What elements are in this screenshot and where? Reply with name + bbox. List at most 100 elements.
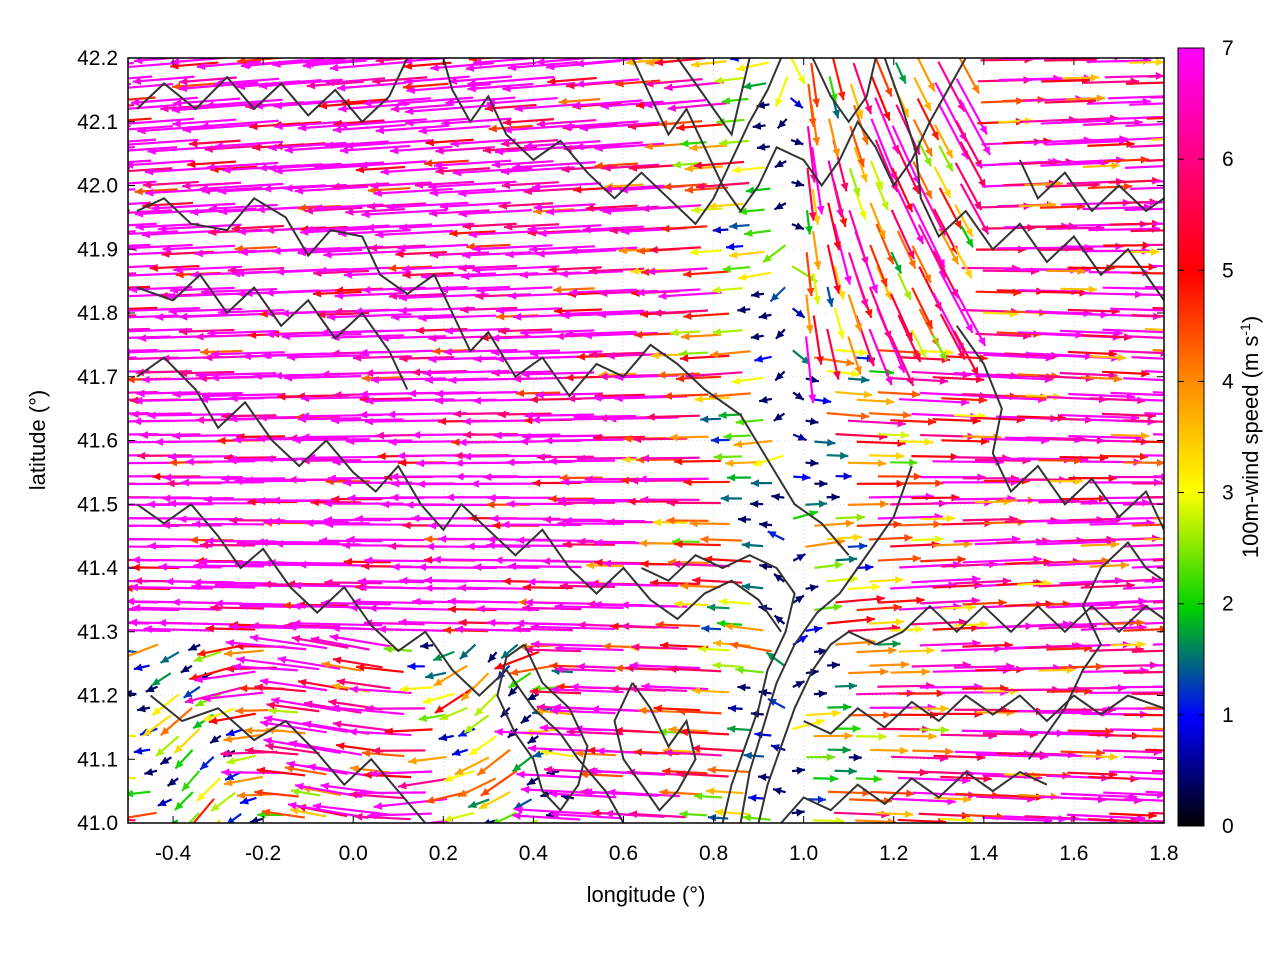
wind-arrow — [620, 601, 688, 609]
wind-arrow — [540, 748, 574, 758]
wind-arrow — [524, 645, 582, 654]
wind-arrow — [192, 798, 215, 823]
wind-arrow — [826, 369, 860, 378]
contour-line — [811, 58, 877, 124]
wind-arrow — [684, 185, 729, 194]
wind-arrow — [508, 672, 532, 689]
wind-arrow — [672, 160, 702, 169]
contour-line — [739, 465, 913, 823]
wind-arrow — [847, 500, 889, 509]
wind-arrow — [318, 101, 368, 110]
contour-line — [136, 58, 409, 124]
wind-arrow — [450, 138, 516, 148]
wind-arrow — [429, 188, 496, 197]
wind-arrow — [827, 745, 851, 754]
wind-arrow — [917, 140, 933, 167]
colorbar: 0 1 2 3 4 5 6 7 100m-wind speed (m s-1) — [1177, 37, 1263, 838]
wind-arrow — [273, 99, 347, 110]
terrain-contours — [136, 58, 1164, 823]
wind-arrow — [128, 272, 179, 277]
wind-arrow — [128, 167, 173, 173]
wind-arrow — [435, 167, 490, 176]
wind-arrow — [812, 273, 821, 305]
wind-arrow — [1130, 818, 1164, 823]
wind-arrow — [1060, 748, 1105, 757]
wind-arrow — [128, 356, 137, 359]
contour-line — [136, 502, 625, 823]
wind-arrow — [1087, 140, 1135, 149]
wind-arrow — [1062, 73, 1100, 82]
wind-arrow — [457, 777, 497, 798]
wind-arrow — [208, 712, 256, 725]
wind-arrow — [155, 735, 180, 758]
wind-arrow — [835, 555, 858, 564]
wind-arrow — [462, 222, 517, 231]
wind-arrow — [758, 311, 772, 320]
contour-line — [955, 325, 1164, 531]
wind-arrow — [714, 808, 750, 817]
wind-arrow — [128, 461, 129, 464]
wind-arrow — [773, 412, 786, 422]
wind-arrow — [207, 329, 277, 338]
wind-arrow — [399, 354, 455, 363]
wind-arrow — [225, 639, 307, 651]
wind-arrow — [1110, 516, 1164, 521]
wind-arrow — [343, 270, 412, 279]
wind-arrow — [731, 376, 764, 385]
wind-arrow — [1144, 412, 1164, 416]
wind-arrow — [128, 125, 173, 131]
wind-arrow — [723, 432, 751, 441]
wind-arrow — [762, 244, 787, 264]
wind-arrow — [870, 789, 915, 798]
wind-arrow — [239, 796, 257, 805]
wind-arrow — [700, 535, 742, 544]
wind-arrow — [192, 578, 277, 587]
wind-arrow — [1145, 790, 1164, 794]
wind-arrow — [364, 417, 446, 426]
wind-arrow — [594, 161, 639, 170]
wind-arrow — [310, 498, 361, 507]
wind-arrow — [649, 245, 701, 254]
wind-arrow — [325, 77, 386, 87]
wind-arrow — [495, 354, 582, 363]
wind-arrow — [162, 521, 222, 530]
wind-arrow — [814, 647, 828, 656]
wind-arrow — [306, 80, 364, 90]
wind-arrow — [774, 370, 786, 382]
wind-arrow — [683, 270, 729, 278]
wind-arrow — [465, 61, 537, 72]
wind-arrow — [1101, 496, 1164, 500]
wind-arrow — [767, 530, 785, 541]
wind-arrow — [607, 788, 680, 798]
wind-arrow — [869, 160, 884, 191]
wind-arrow — [507, 685, 519, 697]
wind-arrow — [214, 599, 286, 608]
wind-arrow — [1152, 306, 1164, 310]
y-tick-label: 41.7 — [77, 366, 118, 389]
wind-arrow — [811, 231, 822, 270]
wind-arrow — [520, 714, 532, 725]
wind-arrow — [1125, 122, 1164, 127]
wind-arrow — [128, 587, 129, 591]
wind-arrow — [357, 789, 426, 797]
wind-arrow — [575, 749, 616, 758]
wind-arrow — [847, 583, 881, 592]
colorbar-title: 100m-wind speed (m s-1) — [1237, 316, 1263, 558]
wind-arrow — [804, 336, 817, 403]
wind-arrow — [891, 167, 914, 213]
wind-arrow — [826, 493, 840, 502]
wind-arrow — [491, 160, 554, 169]
y-tick-label: 41.0 — [77, 812, 118, 835]
wind-arrow — [524, 411, 594, 420]
wind-arrow — [1123, 292, 1164, 297]
wind-arrow — [554, 307, 603, 315]
wind-arrow — [203, 707, 235, 722]
wind-arrow — [953, 246, 973, 279]
wind-arrow — [1144, 706, 1164, 709]
wind-arrow — [128, 327, 150, 331]
wind-arrow — [805, 500, 828, 508]
wind-arrow — [868, 452, 905, 460]
wind-arrow — [292, 619, 383, 628]
wind-arrow — [128, 419, 129, 422]
wind-arrow — [457, 583, 531, 592]
